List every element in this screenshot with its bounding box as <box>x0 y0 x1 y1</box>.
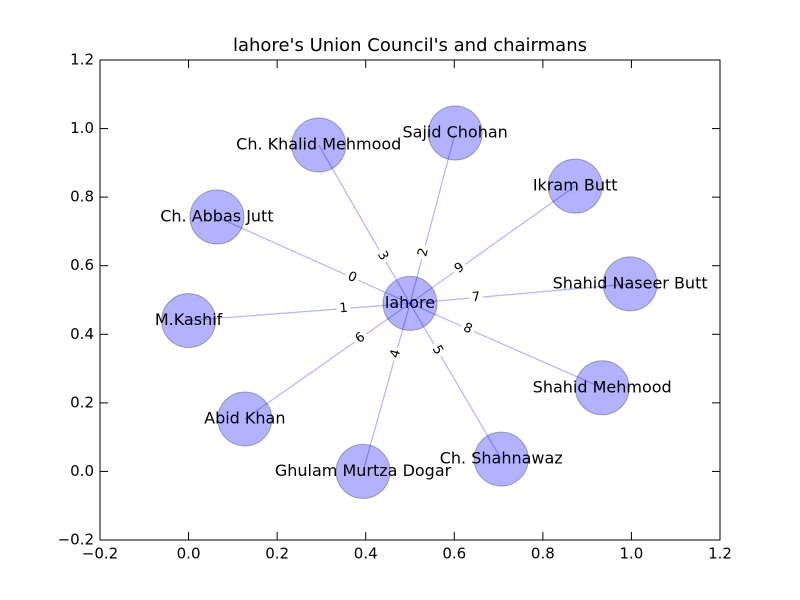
node <box>547 158 603 214</box>
node <box>189 189 245 245</box>
node-label: Ikram Butt <box>533 176 618 195</box>
edge <box>409 283 631 305</box>
edge <box>409 185 576 304</box>
x-tick-label: 1.0 <box>619 545 643 563</box>
node <box>161 293 217 349</box>
edge-label: 7 <box>471 290 481 306</box>
y-tick-label: 0.4 <box>70 325 94 343</box>
node-label: Sajid Chohan <box>403 123 508 142</box>
edge-label-bg <box>414 243 434 262</box>
node <box>217 391 273 447</box>
edge-label-bg <box>342 267 362 288</box>
node-label: Ch. Shahnawaz <box>440 449 563 468</box>
node <box>602 256 658 312</box>
y-tick-label: 1.2 <box>70 51 94 69</box>
node-label: Shahid Mehmood <box>533 377 672 396</box>
edge-label-bg <box>426 340 448 361</box>
edge-label: 4 <box>388 348 405 360</box>
node <box>427 105 483 161</box>
node <box>473 431 529 487</box>
edge <box>409 303 502 460</box>
edge <box>409 302 603 389</box>
x-tick-label: −0.2 <box>82 545 118 563</box>
axes-frame <box>99 59 721 541</box>
edge <box>409 132 456 304</box>
edge-label-bg <box>386 344 406 363</box>
edge-label-bg <box>335 300 352 318</box>
edge-label-bg <box>350 327 371 349</box>
x-tick-label: 0.4 <box>354 545 378 563</box>
edge <box>362 303 411 472</box>
node-label: Ch. Abbas Jutt <box>160 207 273 226</box>
node-label: Abid Khan <box>204 408 285 427</box>
edge-label-bg <box>449 257 470 279</box>
y-tick-label: 0.0 <box>70 462 94 480</box>
edge-label-bg <box>458 318 478 339</box>
node-label: lahore <box>385 293 435 312</box>
node <box>574 360 630 416</box>
edge-label-bg <box>468 288 484 307</box>
node <box>291 117 347 173</box>
x-tick-label: 1.2 <box>708 545 732 563</box>
y-tick-label: 0.8 <box>70 188 94 206</box>
node-label: Shahid Naseer Butt <box>553 273 708 292</box>
edge <box>216 216 411 304</box>
edge <box>188 302 411 322</box>
edge-label: 2 <box>415 246 432 258</box>
edge <box>318 144 411 304</box>
x-tick-label: 0.0 <box>177 545 201 563</box>
x-tick-label: 0.6 <box>442 545 466 563</box>
node-label: M.Kashif <box>155 310 223 329</box>
chart-title: lahore's Union Council's and chairmans <box>233 35 587 56</box>
y-tick-label: 0.6 <box>70 256 94 274</box>
edge-label: 1 <box>339 301 348 317</box>
edge <box>244 302 411 420</box>
x-tick-label: 0.8 <box>531 545 555 563</box>
edge-label-bg <box>372 245 394 266</box>
node-label: Ch. Khalid Mehmood <box>236 135 401 154</box>
node <box>382 275 438 331</box>
node-label: Ghulam Murtza Dogar <box>275 461 452 480</box>
y-tick-label: 1.0 <box>70 119 94 137</box>
y-tick-label: 0.2 <box>70 393 94 411</box>
node <box>335 443 391 499</box>
y-tick-label: −0.2 <box>58 531 94 549</box>
x-tick-label: 0.2 <box>265 545 289 563</box>
